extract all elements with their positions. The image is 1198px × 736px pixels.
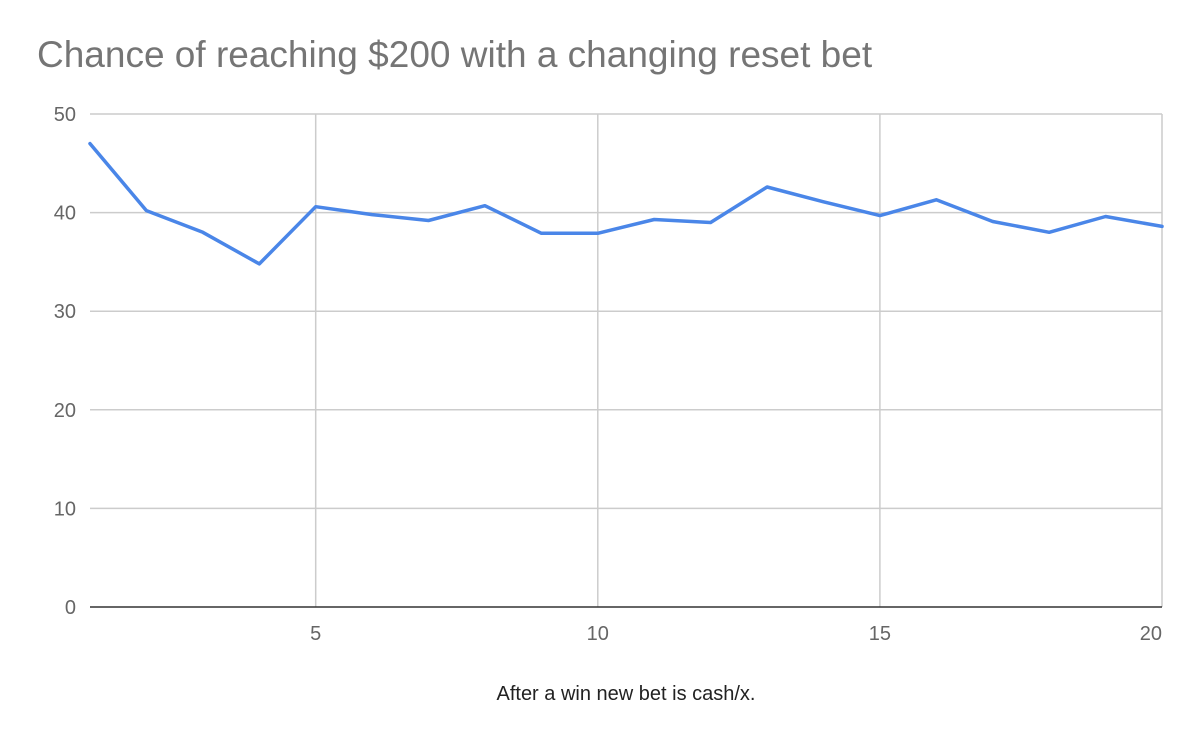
x-tick-label: 15 xyxy=(869,623,891,645)
x-tick-label: 20 xyxy=(1140,623,1162,645)
x-axis-title: After a win new bet is cash/x. xyxy=(496,683,755,705)
chart-title: Chance of reaching $200 with a changing … xyxy=(37,34,873,75)
y-tick-label: 20 xyxy=(54,400,76,422)
grid xyxy=(90,113,1163,607)
y-tick-label: 0 xyxy=(65,597,76,619)
series-layer xyxy=(88,141,1164,266)
series-line xyxy=(88,141,1164,266)
x-tick-label: 5 xyxy=(310,623,321,645)
y-tick-label: 40 xyxy=(54,203,76,225)
y-tick-label: 30 xyxy=(54,301,76,323)
y-tick-label: 50 xyxy=(54,104,76,126)
x-tick-label: 10 xyxy=(587,623,609,645)
y-tick-label: 10 xyxy=(54,498,76,520)
tick-labels: 0 10 20 30 40 50 5 10 15 20 xyxy=(54,104,1162,645)
